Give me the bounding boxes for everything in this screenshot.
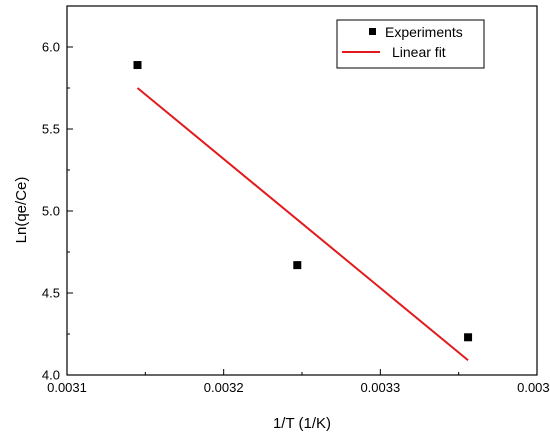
legend-marker-experiments xyxy=(369,28,376,35)
y-tick-label: 4.0 xyxy=(42,368,60,383)
y-tick-label: 5.5 xyxy=(42,122,60,137)
y-tick-label: 4.5 xyxy=(42,286,60,301)
legend: Experiments Linear fit xyxy=(336,19,485,69)
x-axis-title: 1/T (1/K) xyxy=(273,415,331,432)
experiment-point xyxy=(293,261,302,270)
x-tick-label: 0.0032 xyxy=(204,380,244,395)
y-tick-label: 5.0 xyxy=(42,204,60,219)
y-tick-label: 6.0 xyxy=(42,40,60,55)
plot-area xyxy=(133,61,473,362)
experiment-point xyxy=(464,333,473,342)
experiment-point xyxy=(133,61,142,70)
x-tick-label: 0.0031 xyxy=(47,380,87,395)
x-tick-label: 0.0033 xyxy=(360,380,400,395)
linear-fit-line xyxy=(136,87,469,362)
legend-box xyxy=(336,19,485,69)
legend-label-linear-fit: Linear fit xyxy=(392,44,446,60)
y-axis-title: Ln(qe/Ce) xyxy=(13,177,30,244)
legend-label-experiments: Experiments xyxy=(385,24,463,40)
